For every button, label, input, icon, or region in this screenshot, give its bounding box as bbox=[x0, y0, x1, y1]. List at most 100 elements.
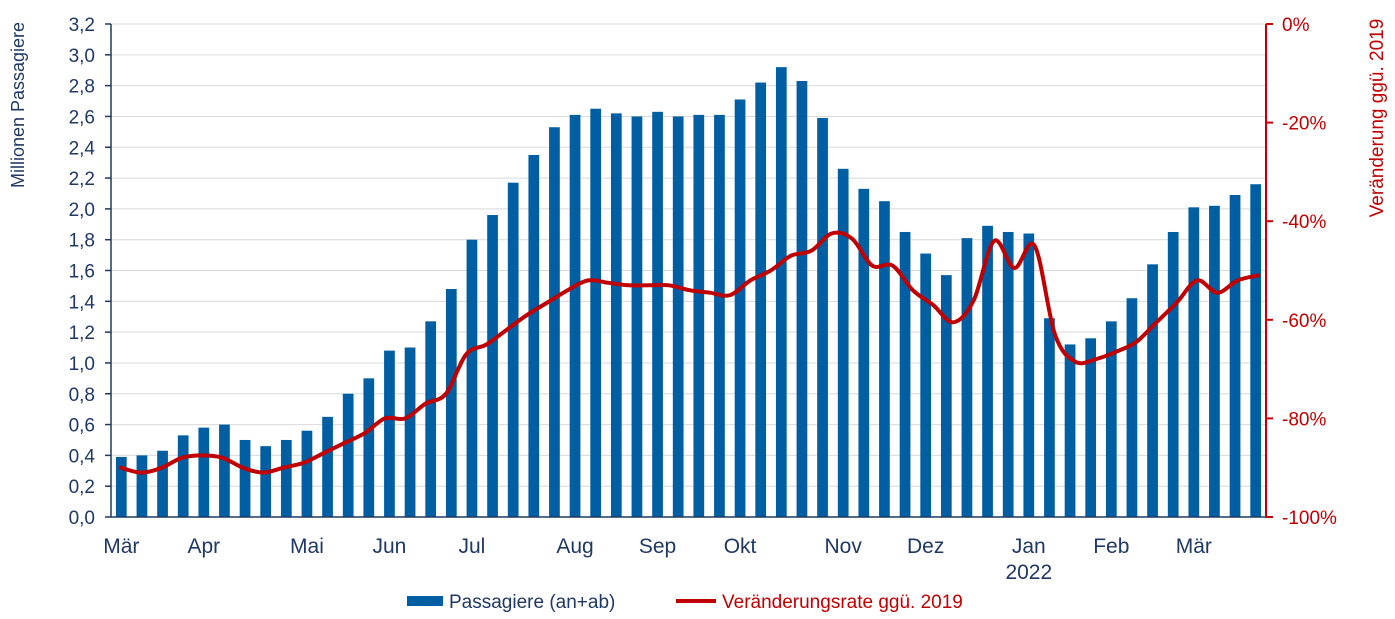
left-tick-label: 0,0 bbox=[69, 508, 95, 529]
bar bbox=[115, 456, 127, 517]
left-tick-label: 1,6 bbox=[69, 262, 95, 283]
bar bbox=[631, 116, 643, 517]
left-tick-label: 2,0 bbox=[69, 200, 95, 221]
right-tick-label: -40% bbox=[1282, 212, 1326, 233]
bar bbox=[280, 439, 292, 517]
bar bbox=[775, 67, 787, 517]
bar bbox=[734, 99, 746, 517]
bar-series bbox=[115, 67, 1262, 518]
x-tick-label: Mai bbox=[290, 535, 324, 558]
bar bbox=[1002, 231, 1014, 517]
bar bbox=[1229, 195, 1241, 517]
left-tick-label: 0,8 bbox=[69, 385, 95, 406]
bar bbox=[982, 225, 993, 517]
bar bbox=[858, 188, 870, 518]
bar bbox=[1105, 321, 1117, 517]
legend-line-label: Veränderungsrate ggü. 2019 bbox=[722, 592, 963, 613]
x-tick-label: Dez bbox=[907, 535, 944, 558]
bar bbox=[487, 215, 498, 517]
bar bbox=[693, 114, 705, 517]
left-tick-label: 2,6 bbox=[69, 107, 95, 128]
bar bbox=[342, 393, 354, 517]
left-tick-label: 1,2 bbox=[69, 323, 95, 344]
bar bbox=[425, 321, 437, 517]
bar bbox=[610, 113, 622, 517]
bar bbox=[219, 424, 230, 517]
bar bbox=[1167, 231, 1179, 517]
bar bbox=[569, 114, 581, 517]
bar bbox=[837, 168, 849, 517]
left-tick-label: 3,2 bbox=[69, 15, 95, 36]
right-tick-label: -100% bbox=[1282, 508, 1337, 529]
right-tick-label: -60% bbox=[1282, 311, 1326, 332]
right-axis-title: Veränderung ggü. 2019 bbox=[1367, 19, 1388, 218]
x-year-label: 2022 bbox=[1005, 561, 1052, 584]
bar bbox=[466, 239, 478, 517]
bar bbox=[755, 82, 767, 517]
right-tick-label: -80% bbox=[1282, 409, 1326, 430]
bar bbox=[1085, 338, 1097, 517]
left-tick-label: 0,6 bbox=[69, 416, 95, 437]
left-tick-label: 1,4 bbox=[69, 292, 96, 313]
right-axis-ticks: -100% -80% -60% -40% -20% 0% bbox=[1266, 15, 1337, 529]
bar bbox=[1147, 264, 1158, 517]
right-tick-label: -20% bbox=[1282, 114, 1326, 135]
bar bbox=[157, 450, 168, 517]
bar bbox=[1209, 205, 1220, 517]
x-tick-label: Jul bbox=[459, 535, 486, 558]
x-tick-label: Sep bbox=[639, 535, 676, 558]
bar bbox=[899, 231, 911, 517]
legend-bar-swatch bbox=[407, 596, 443, 606]
x-tick-label: Nov bbox=[825, 535, 863, 558]
bar bbox=[920, 253, 932, 517]
bar bbox=[404, 347, 416, 517]
right-tick-label: 0% bbox=[1282, 15, 1310, 36]
bar bbox=[198, 427, 210, 517]
bar bbox=[817, 117, 828, 518]
bar bbox=[260, 446, 272, 517]
x-tick-label: Apr bbox=[187, 535, 220, 558]
bar bbox=[239, 439, 251, 517]
bar bbox=[301, 430, 313, 517]
bar bbox=[590, 108, 602, 517]
left-tick-label: 3,0 bbox=[69, 46, 95, 67]
bar bbox=[322, 416, 333, 517]
x-axis-ticks: Mär Apr Mai Jun Jul Aug Sep Okt Nov Dez Jan Feb Mär 2… bbox=[103, 535, 1212, 584]
bar bbox=[961, 238, 973, 517]
bar bbox=[796, 81, 808, 518]
x-tick-label: Okt bbox=[724, 535, 757, 558]
left-tick-label: 0,2 bbox=[69, 477, 95, 498]
left-tick-label: 2,8 bbox=[69, 77, 95, 98]
left-tick-label: 1,8 bbox=[69, 231, 95, 252]
bar bbox=[714, 114, 725, 517]
bar bbox=[528, 154, 540, 517]
gridlines bbox=[111, 23, 1266, 518]
left-tick-label: 1,0 bbox=[69, 354, 95, 375]
left-tick-label: 2,2 bbox=[69, 169, 95, 190]
bar bbox=[652, 111, 663, 518]
bar bbox=[1044, 318, 1055, 517]
bar bbox=[445, 288, 457, 517]
change-rate-line bbox=[119, 230, 1260, 475]
bar bbox=[672, 116, 684, 517]
legend-bar-label: Passagiere (an+ab) bbox=[449, 592, 615, 613]
x-tick-label: Mär bbox=[1176, 535, 1212, 558]
x-tick-label: Jan bbox=[1012, 535, 1046, 558]
bar bbox=[940, 275, 952, 517]
left-tick-label: 0,4 bbox=[69, 446, 96, 467]
bar bbox=[879, 201, 890, 517]
x-tick-label: Mär bbox=[103, 535, 139, 558]
bar bbox=[549, 127, 560, 518]
line-series bbox=[119, 230, 1260, 475]
x-tick-label: Jun bbox=[373, 535, 407, 558]
bar bbox=[136, 455, 148, 517]
bar bbox=[1064, 344, 1076, 517]
left-tick-label: 2,4 bbox=[69, 138, 96, 159]
left-axis-title: Millionen Passagiere bbox=[8, 22, 28, 188]
bar bbox=[1250, 184, 1262, 517]
bar bbox=[384, 350, 395, 517]
x-tick-label: Aug bbox=[556, 535, 593, 558]
legend: Passagiere (an+ab) Veränderungsrate ggü.… bbox=[407, 592, 963, 613]
bar bbox=[1188, 207, 1200, 517]
